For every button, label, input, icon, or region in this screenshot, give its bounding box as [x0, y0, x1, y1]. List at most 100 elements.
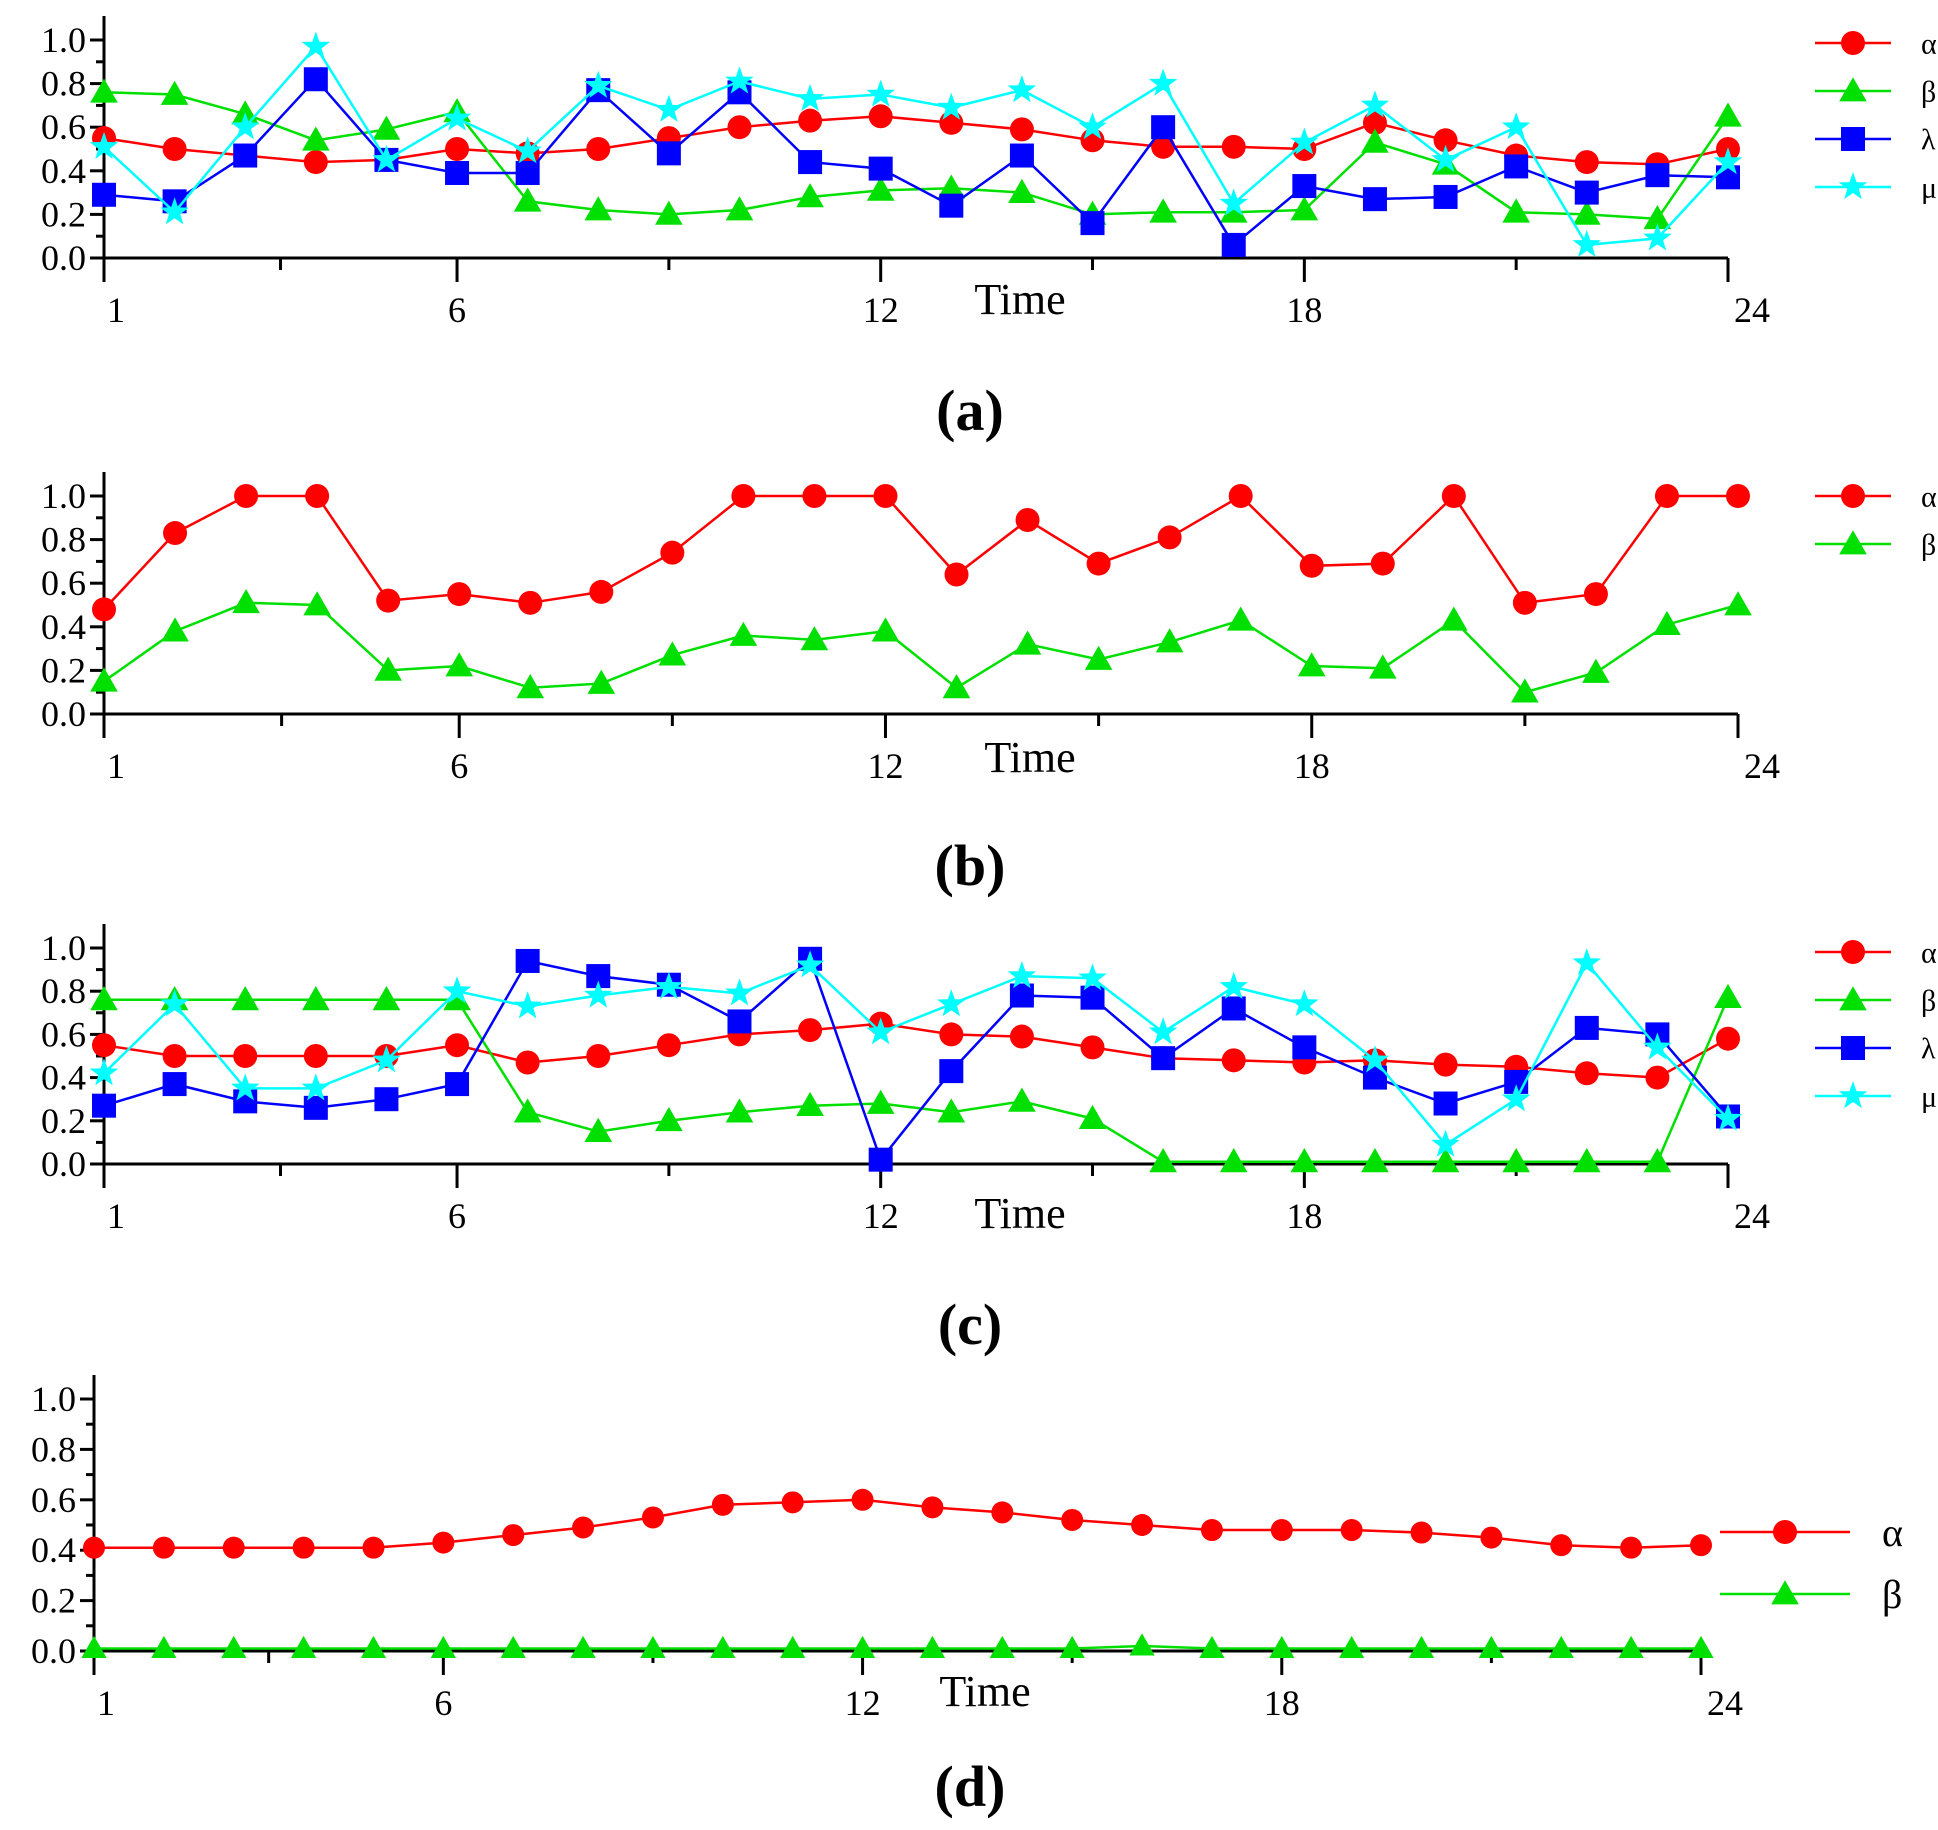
data-point-alpha [445, 1033, 470, 1058]
data-point-lambda [1009, 143, 1034, 168]
x-tick-label: 12 [867, 746, 903, 786]
data-point-alpha [1441, 484, 1466, 508]
data-point-alpha [502, 1524, 525, 1547]
data-point-alpha [798, 1018, 823, 1043]
data-point-mu [584, 70, 613, 98]
data-point-mu [301, 1073, 331, 1101]
data-point-beta [584, 196, 613, 221]
data-point-lambda [1292, 174, 1317, 199]
panel-d-axes: 0.0 0.2 0.4 0.6 0.8 1.0 1 6 12 18 24 [31, 1375, 1743, 1723]
legend-marker-lambda [1841, 127, 1865, 151]
data-point-alpha [939, 1022, 964, 1047]
y-tick-label: 0.2 [41, 194, 86, 234]
data-point-mu [1360, 90, 1390, 118]
x-tick-label: 12 [863, 290, 899, 330]
data-point-mu [231, 1073, 260, 1101]
data-point-beta [725, 1098, 754, 1123]
legend-label-lambda: λ [1921, 124, 1936, 157]
data-point-mu [1219, 188, 1248, 216]
data-point-beta [303, 591, 331, 616]
legend-marker-beta [1839, 986, 1867, 1011]
data-point-beta [937, 174, 966, 199]
y-tick-label: 0.6 [41, 107, 86, 147]
data-point-beta [500, 1635, 526, 1658]
data-point-beta [729, 621, 758, 646]
data-point-alpha [1726, 484, 1750, 508]
data-point-mu [937, 92, 966, 120]
data-point-mu [1501, 112, 1531, 140]
data-point-lambda [162, 1072, 187, 1097]
data-point-alpha [1015, 507, 1040, 532]
data-point-lambda [92, 182, 116, 207]
y-tick-label: 1.0 [41, 476, 86, 516]
x-tick-label: 24 [1744, 746, 1780, 786]
data-point-alpha [1433, 1052, 1458, 1077]
data-point-alpha [1574, 1061, 1599, 1086]
data-point-lambda [939, 193, 964, 218]
x-tick-label: 1 [107, 1196, 125, 1236]
data-point-lambda [1221, 996, 1246, 1021]
data-point-beta [1149, 198, 1177, 223]
data-point-mu [89, 131, 119, 159]
data-point-beta [513, 187, 542, 212]
data-point-mu [1713, 1103, 1743, 1131]
data-point-lambda [1504, 154, 1529, 179]
data-point-lambda [1221, 232, 1246, 257]
x-tick-label: 6 [448, 290, 466, 330]
legend-marker-lambda [1841, 1036, 1865, 1060]
data-point-alpha [727, 115, 752, 140]
data-point-beta [655, 1107, 683, 1132]
x-tick-label: 1 [107, 746, 125, 786]
data-point-beta [570, 1635, 596, 1658]
data-point-mu [795, 83, 825, 111]
data-point-alpha [222, 1536, 245, 1559]
data-point-lambda [1362, 187, 1387, 212]
data-point-alpha [1716, 1026, 1740, 1051]
data-point-mu [1007, 961, 1037, 989]
panel-c-xlabel: Time [974, 1189, 1065, 1238]
data-point-beta [989, 1635, 1015, 1658]
legend-marker-beta [1839, 530, 1867, 555]
data-point-beta [516, 674, 545, 699]
data-point-alpha [711, 1493, 734, 1516]
data-point-alpha [781, 1491, 804, 1514]
data-point-alpha [656, 1033, 681, 1058]
data-point-lambda [868, 156, 893, 181]
data-point-mu [372, 1045, 401, 1073]
panel-b-caption: (b) [935, 833, 1006, 898]
data-point-mu [513, 136, 542, 164]
data-point-beta [90, 78, 118, 103]
data-point-beta [1653, 610, 1681, 635]
x-tick-label: 18 [1294, 746, 1330, 786]
data-point-alpha [1410, 1521, 1433, 1544]
data-point-mu [866, 1017, 895, 1045]
data-point-beta [1269, 1635, 1295, 1658]
data-point-beta [1059, 1635, 1085, 1658]
x-tick-label: 6 [448, 1196, 466, 1236]
data-point-lambda [303, 67, 328, 92]
data-point-beta [1643, 204, 1672, 230]
data-point-mu [654, 971, 684, 999]
x-tick-label: 18 [1264, 1683, 1300, 1723]
data-point-alpha [1620, 1536, 1643, 1559]
data-point-lambda [1433, 184, 1458, 209]
data-point-alpha [1131, 1514, 1154, 1536]
legend-marker-mu [1838, 1081, 1868, 1109]
data-point-alpha [1221, 134, 1246, 159]
data-point-mu [513, 991, 542, 1019]
data-point-mu [1572, 229, 1601, 258]
data-point-beta [1078, 1104, 1107, 1129]
data-point-mu [231, 112, 260, 140]
data-point-beta [360, 1635, 387, 1658]
data-point-alpha [1340, 1519, 1363, 1542]
panel-d-xlabel: Time [939, 1667, 1030, 1716]
data-point-lambda [515, 948, 540, 973]
series-line-mu [103, 44, 1729, 247]
data-point-beta [1361, 128, 1389, 153]
data-point-alpha [1086, 551, 1111, 576]
data-point-beta [780, 1635, 806, 1658]
data-point-alpha [92, 1033, 116, 1058]
data-point-beta [1688, 1635, 1714, 1658]
